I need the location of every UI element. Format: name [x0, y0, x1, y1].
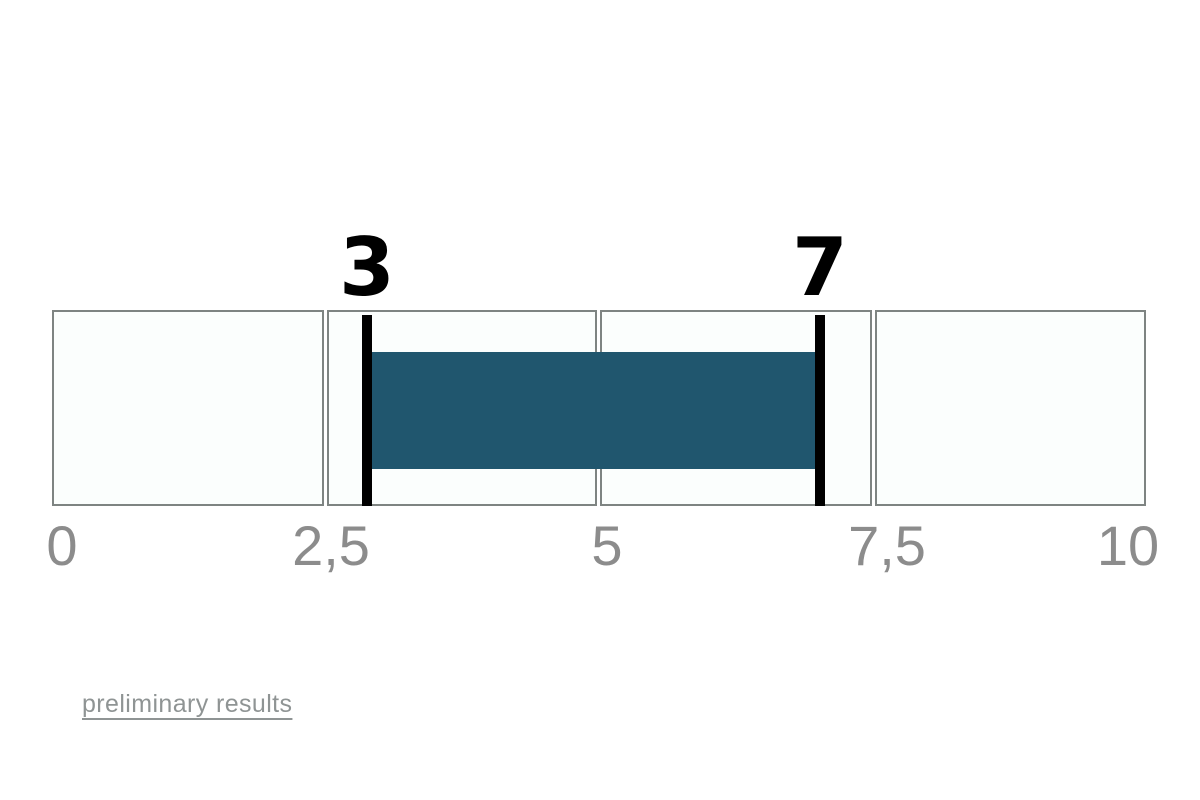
axis-tick-0: 0 — [46, 514, 78, 577]
range-end-label: 7 — [792, 221, 848, 314]
range-bar — [372, 352, 815, 469]
axis-tick-2.5: 2,5 — [292, 514, 370, 577]
axis-tick-10: 10 — [1096, 514, 1160, 577]
range-end-marker — [815, 315, 825, 506]
scale-segment-7.5-10 — [875, 310, 1146, 506]
axis-tick-5: 5 — [591, 514, 623, 577]
axis-tick-7.5: 7,5 — [848, 514, 926, 577]
range-start-label: 3 — [339, 221, 395, 314]
scale-segment-0-2.5 — [52, 310, 324, 506]
preliminary-results-link[interactable]: preliminary results — [82, 690, 293, 718]
range-start-marker — [362, 315, 372, 506]
